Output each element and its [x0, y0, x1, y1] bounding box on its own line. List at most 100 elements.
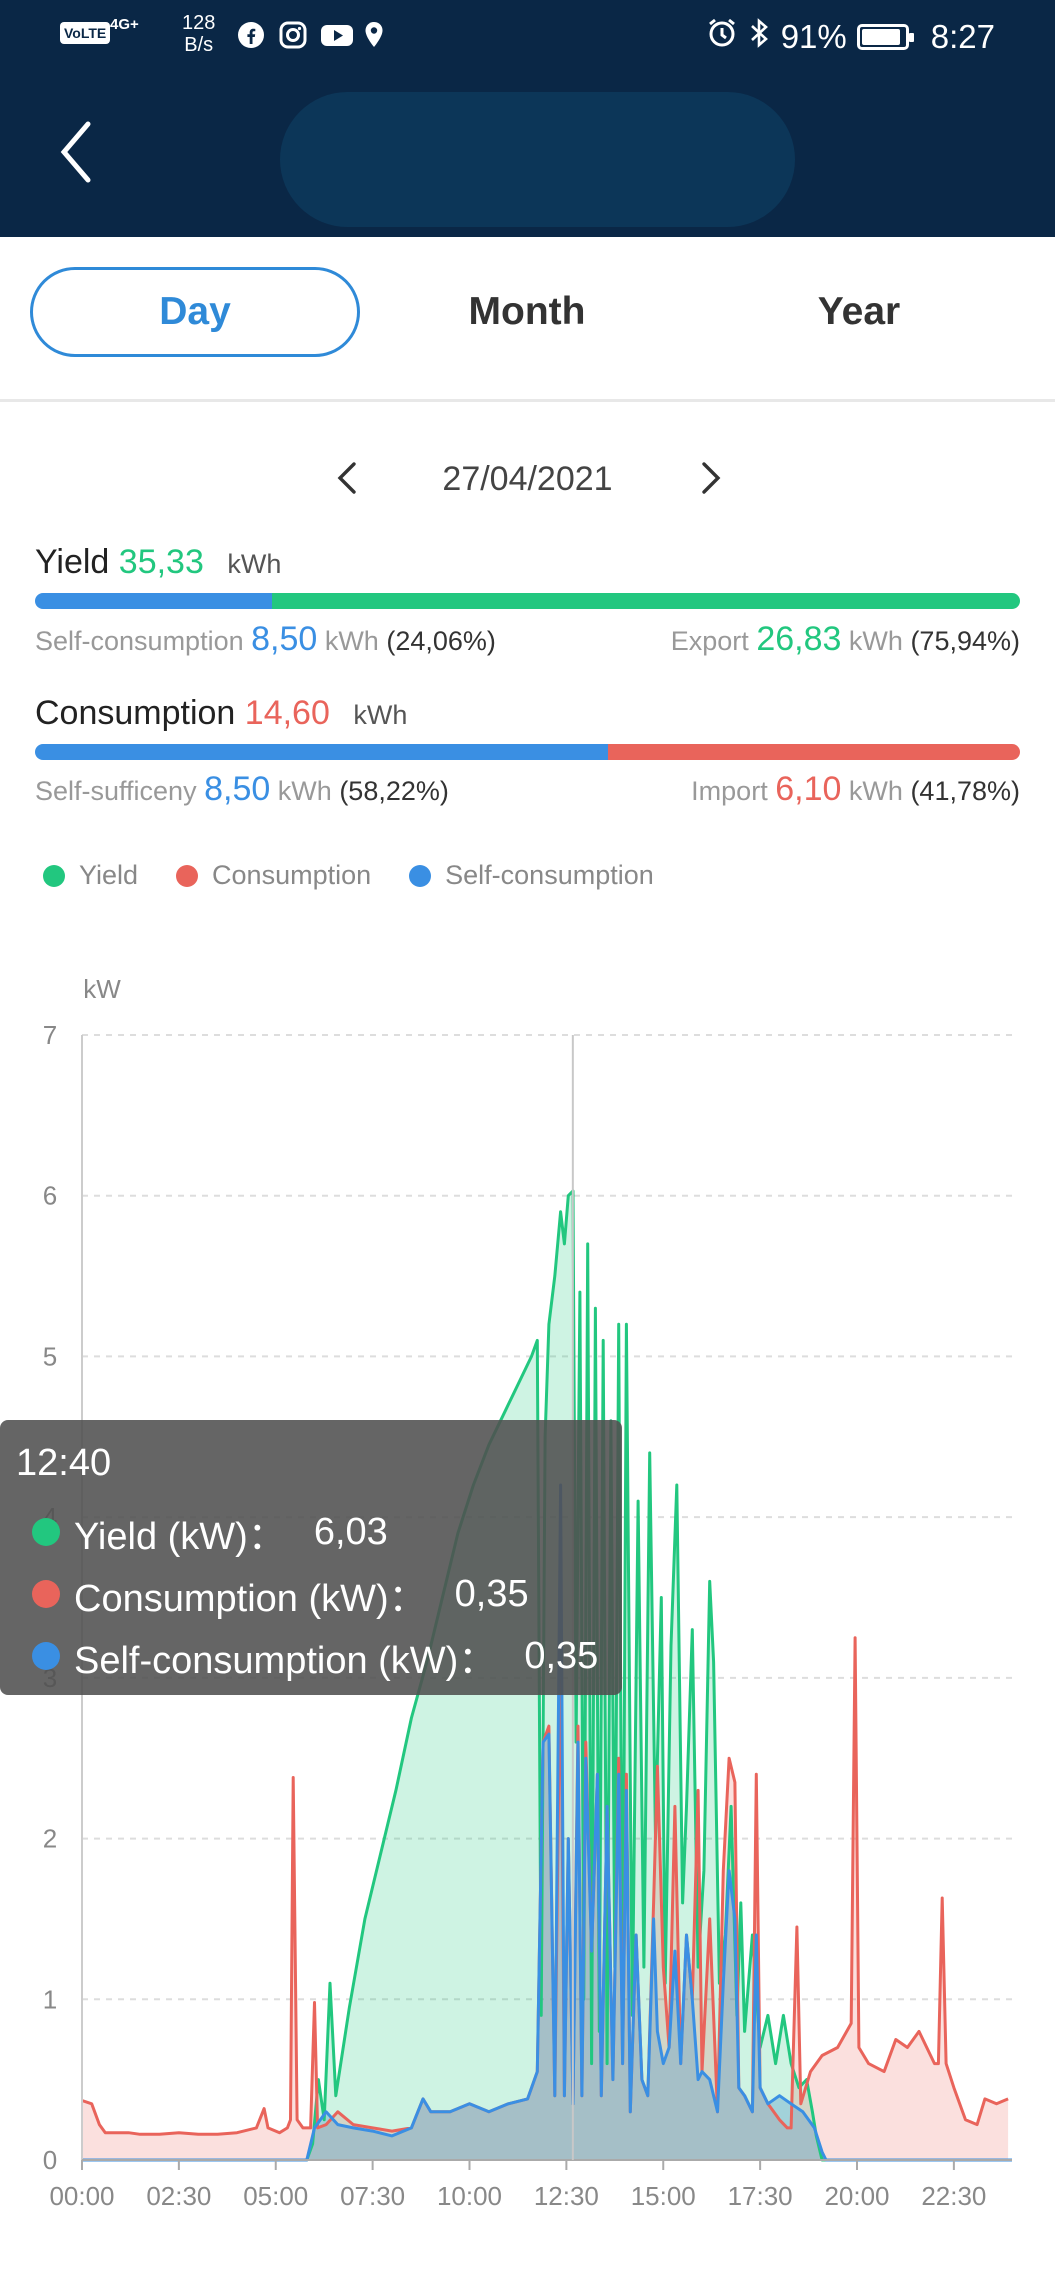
notification-icons [236, 20, 392, 50]
export-label: Export [670, 626, 749, 656]
x-tick-label: 07:30 [340, 2181, 405, 2210]
yield-self-consumption-segment [35, 593, 272, 609]
chart-tooltip: 12:40 Yield (kW)： 6,03 Consumption (kW)：… [0, 1420, 622, 1695]
network-speed: 128 B/s [182, 12, 215, 56]
tooltip-dot [32, 1580, 60, 1608]
x-tick-label: 15:00 [631, 2181, 696, 2210]
export-percent: (75,94%) [910, 626, 1020, 656]
legend-label: Yield [79, 860, 139, 890]
self-sufficiency-unit: kWh [277, 776, 332, 806]
consumption-value: 14,60 [244, 694, 330, 732]
facebook-icon [236, 20, 266, 50]
self-consumption-area [82, 1485, 1012, 2160]
consumption-label: Consumption [35, 694, 236, 732]
self-sufficiency-value: 8,50 [204, 770, 271, 808]
tooltip-row-self-consumption: Self-consumption (kW)： 0,35 [16, 1625, 606, 1687]
export-unit: kWh [848, 626, 903, 656]
battery-percent: 91% [780, 18, 847, 55]
instagram-icon [278, 20, 308, 50]
consumption-self-sufficiency-segment [35, 744, 609, 760]
import-percent: (41,78%) [910, 776, 1020, 806]
import-label: Import [691, 776, 768, 806]
yield-export-segment [271, 593, 1020, 609]
youtube-icon [320, 20, 353, 50]
x-tick-label: 22:30 [921, 2181, 986, 2210]
selected-date: 27/04/2021 [442, 460, 613, 498]
x-tick-label: 10:00 [437, 2181, 502, 2210]
yield-split-bar [35, 593, 1020, 609]
legend-dot [409, 864, 432, 887]
volte-icon: VoLTE [60, 22, 111, 44]
self-sufficiency-stat: Self-sufficeny 8,50 kWh (58,22%) [35, 770, 449, 809]
y-axis-unit-label: kW [83, 974, 121, 1004]
network-speed-value: 128 [182, 12, 216, 34]
self-sufficiency-label: Self-sufficeny [35, 776, 197, 806]
bluetooth-icon [749, 16, 771, 58]
app-header: VoLTE 4G+ 128 B/s 91% 8:27 [0, 0, 1055, 237]
tooltip-dot [32, 1642, 60, 1670]
next-day-button[interactable] [690, 458, 730, 498]
import-unit: kWh [848, 776, 903, 806]
chevron-left-icon [337, 462, 356, 494]
x-tick-label: 17:30 [728, 2181, 793, 2210]
legend-item-consumption[interactable]: Consumption [176, 860, 371, 891]
signal-icon: 4G+ [110, 16, 139, 33]
legend-dot [176, 864, 199, 887]
yield-label: Yield [35, 543, 110, 581]
tab-year[interactable]: Year [817, 290, 901, 333]
y-tick-label: 2 [43, 1824, 57, 1854]
consumption-summary-title: Consumption 14,60 kWh [35, 694, 407, 733]
alarm-icon [705, 16, 739, 58]
export-stat: Export 26,83 kWh (75,94%) [671, 620, 1020, 659]
tooltip-time: 12:40 [16, 1442, 112, 1484]
tooltip-dot [32, 1518, 60, 1546]
clock-time: 8:27 [930, 18, 995, 55]
self-consumption-label: Self-consumption [35, 626, 244, 656]
back-button[interactable] [56, 118, 106, 188]
status-right: 91% 8:27 [705, 16, 995, 58]
network-speed-unit: B/s [184, 34, 214, 56]
yield-value: 35,33 [118, 543, 204, 581]
legend-item-yield[interactable]: Yield [43, 860, 138, 891]
self-consumption-stat: Self-consumption 8,50 kWh (24,06%) [35, 620, 496, 659]
legend-dot [43, 864, 65, 887]
tooltip-value: 0,35 [454, 1572, 529, 1615]
consumption-import-segment [608, 744, 1020, 760]
tooltip-value: 0,35 [524, 1634, 599, 1677]
consumption-split-bar [35, 744, 1020, 760]
y-tick-label: 5 [43, 1341, 57, 1371]
self-consumption-percent: (24,06%) [386, 626, 496, 656]
date-navigation: 27/04/2021 [0, 440, 1055, 520]
x-tick-label: 02:30 [146, 2181, 211, 2210]
chevron-left-icon [60, 121, 91, 183]
self-consumption-series-line [82, 1483, 1012, 2162]
tooltip-value: 6,03 [313, 1510, 388, 1553]
tab-day[interactable]: Day [30, 267, 360, 357]
x-tick-label: 20:00 [824, 2181, 889, 2210]
battery-icon [856, 24, 914, 50]
x-tick-label: 00:00 [49, 2181, 114, 2210]
x-tick-label: 05:00 [243, 2181, 308, 2210]
status-bar: VoLTE 4G+ 128 B/s 91% 8:27 [0, 0, 1055, 75]
tooltip-label: Self-consumption (kW)： [74, 1639, 497, 1682]
tooltip-row-consumption: Consumption (kW)： 0,35 [16, 1563, 606, 1625]
consumption-unit: kWh [353, 700, 408, 730]
legend-item-self-consumption[interactable]: Self-consumption [409, 860, 654, 891]
y-tick-label: 1 [43, 1984, 57, 2014]
yield-summary-title: Yield 35,33 kWh [35, 543, 281, 582]
tooltip-label: Consumption (kW)： [74, 1577, 427, 1620]
y-tick-label: 0 [43, 2145, 57, 2175]
tab-month[interactable]: Month [468, 290, 586, 333]
previous-day-button[interactable] [328, 458, 368, 498]
import-value: 6,10 [775, 770, 842, 808]
location-icon [362, 20, 392, 50]
consumption-area [82, 1629, 1009, 2160]
chart-axes: 01234567kW00:0002:3005:0007:3010:0012:30… [43, 974, 1012, 2210]
redacted-title [280, 92, 795, 227]
self-consumption-unit: kWh [324, 626, 379, 656]
x-tick-label: 12:30 [534, 2181, 599, 2210]
self-consumption-value: 8,50 [251, 620, 318, 658]
self-sufficiency-percent: (58,22%) [339, 776, 449, 806]
export-value: 26,83 [756, 620, 842, 658]
y-tick-label: 7 [43, 1020, 57, 1050]
